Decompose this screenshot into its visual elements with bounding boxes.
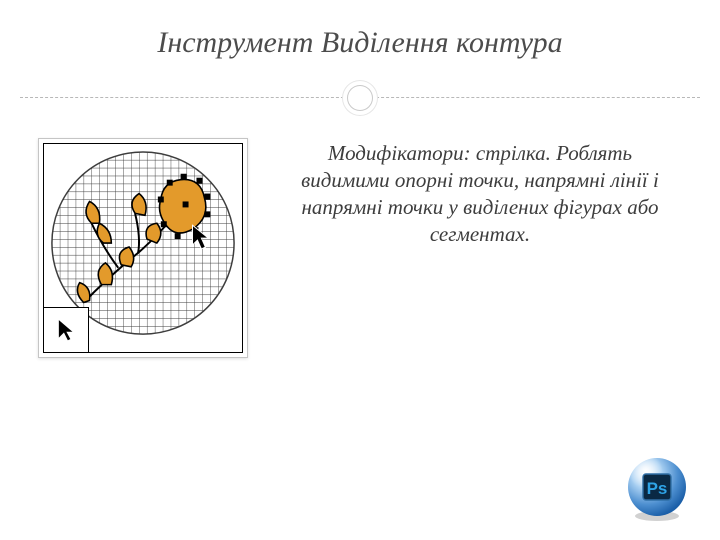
title-divider [20,86,700,110]
illustration-frame [38,138,248,358]
photoshop-badge-icon: Ps [624,456,690,522]
ps-text: Ps [647,479,668,498]
illustration [43,143,243,353]
slide-title: Інструмент Виділення контура [0,26,720,60]
slide: Інструмент Виділення контура [0,0,720,540]
body-text: Модифікатори: стрілка. Роблять видимими … [290,140,670,248]
divider-circle [348,86,372,110]
arrow-cursor-icon [53,317,79,343]
cursor-tool-box [43,307,89,353]
